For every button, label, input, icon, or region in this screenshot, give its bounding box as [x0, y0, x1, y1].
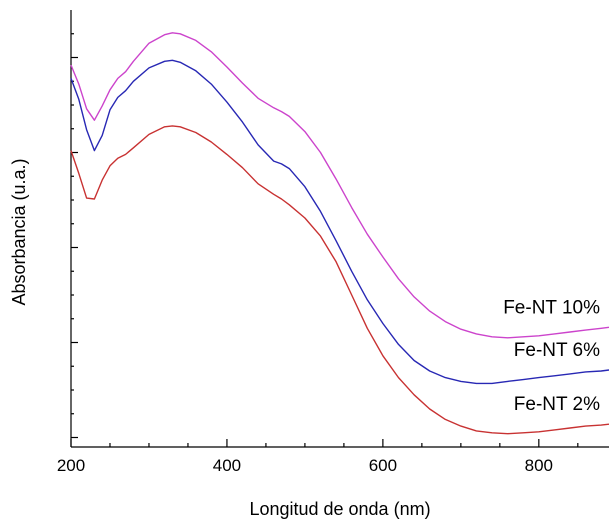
y-axis-title: Absorbancia (u.a.)	[9, 158, 29, 305]
x-tick-label: 800	[525, 456, 553, 475]
series-line-2	[70, 59, 609, 385]
series-labels: Fe-NT 10% Fe-NT 6% Fe-NT 2%	[503, 297, 600, 415]
series-line-1	[70, 32, 609, 339]
series-label-1: Fe-NT 10%	[503, 297, 600, 318]
series-label-2: Fe-NT 6%	[514, 340, 600, 361]
x-tick-label: 400	[213, 456, 241, 475]
x-tick-label: 600	[369, 456, 397, 475]
axes: 200 400 600 800	[57, 10, 609, 475]
x-tick-label: 200	[57, 456, 85, 475]
x-axis-title: Longitud de onda (nm)	[249, 499, 430, 519]
series-line-3	[70, 125, 609, 435]
series-label-3: Fe-NT 2%	[514, 394, 600, 415]
series-group	[70, 32, 609, 435]
